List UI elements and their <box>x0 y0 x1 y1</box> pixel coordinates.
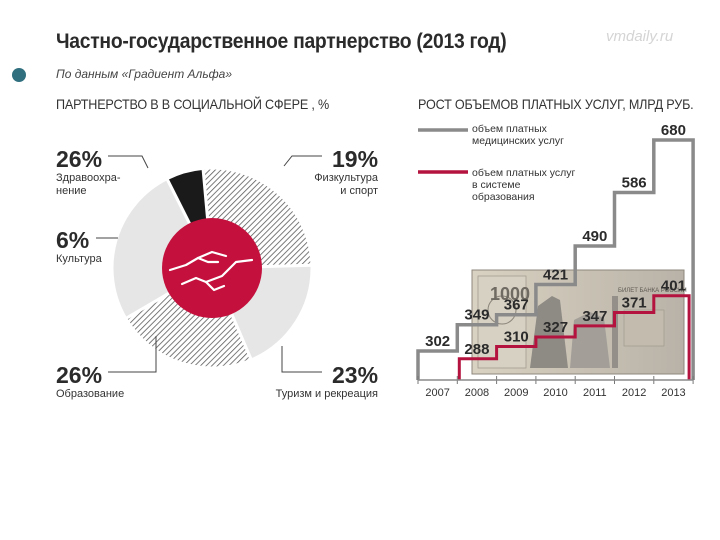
data-label: 310 <box>504 329 529 346</box>
x-tick-label: 2010 <box>543 387 567 399</box>
x-tick-label: 2007 <box>425 387 449 399</box>
x-tick-label: 2008 <box>465 387 489 399</box>
svg-text:1000: 1000 <box>490 284 530 304</box>
pct-label: 26% <box>56 146 103 172</box>
slice-label: Здравоохра- нение <box>56 172 121 197</box>
data-label: 347 <box>582 308 607 325</box>
value-labels: 302 349 367 421 490 586 680 288 310 327 347 371 401 <box>425 122 686 358</box>
data-label: 586 <box>622 174 647 191</box>
data-label: 349 <box>464 307 489 324</box>
data-label: 288 <box>464 341 489 358</box>
banknote-image: 1000 БИЛЕТ БАНКА РОССИИ <box>471 269 687 375</box>
pie-chart-title: ПАРТНЕРСТВО В В СОЦИАЛЬНОЙ СФЕРЕ , % <box>56 96 330 112</box>
data-label: 367 <box>504 297 529 314</box>
data-label: 401 <box>661 278 686 295</box>
x-axis: 2007 2008 2009 2010 2011 2012 2013 <box>417 376 694 399</box>
pct-label: 26% <box>56 362 103 388</box>
data-label: 421 <box>543 267 568 284</box>
pie-center <box>162 218 262 318</box>
legend-label-medical: объем платных медицинских услуг <box>472 123 564 147</box>
slice-label: Культура <box>56 253 102 265</box>
svg-text:БИЛЕТ БАНКА РОССИИ: БИЛЕТ БАНКА РОССИИ <box>618 288 687 294</box>
slice-label: Физкультура и спорт <box>314 172 378 197</box>
data-label: 490 <box>582 228 607 245</box>
x-tick-label: 2011 <box>583 387 607 399</box>
watermark: vmdaily.ru <box>606 28 674 45</box>
data-label: 371 <box>622 294 647 311</box>
bar-chart-title: РОСТ ОБЪЕМОВ ПЛАТНЫХ УСЛУГ, МЛРД РУБ. <box>418 96 694 112</box>
bullet-dot <box>12 68 26 82</box>
pct-label: 23% <box>332 362 379 388</box>
pct-label: 6% <box>56 227 90 253</box>
leader-lines <box>96 155 322 373</box>
series-line-education <box>457 294 691 380</box>
step-lines <box>416 138 695 380</box>
data-label: 327 <box>543 319 568 336</box>
handshake-icon <box>168 250 254 292</box>
slice-label: Образование <box>56 388 125 400</box>
data-label: 680 <box>661 122 686 139</box>
page-title: Частно-государственное партнерство (2013… <box>56 30 507 53</box>
series-line-medical <box>416 138 695 380</box>
slice-label: Туризм и рекреация <box>275 388 378 400</box>
pct-label: 19% <box>332 146 379 172</box>
legend-label-education: объем платных услуг в системе образовани… <box>472 167 576 203</box>
x-tick-label: 2012 <box>622 387 646 399</box>
x-tick-label: 2009 <box>504 387 528 399</box>
source-note: По данным «Градиент Альфа» <box>56 67 232 81</box>
data-label: 302 <box>425 333 450 350</box>
x-tick-label: 2013 <box>661 387 685 399</box>
